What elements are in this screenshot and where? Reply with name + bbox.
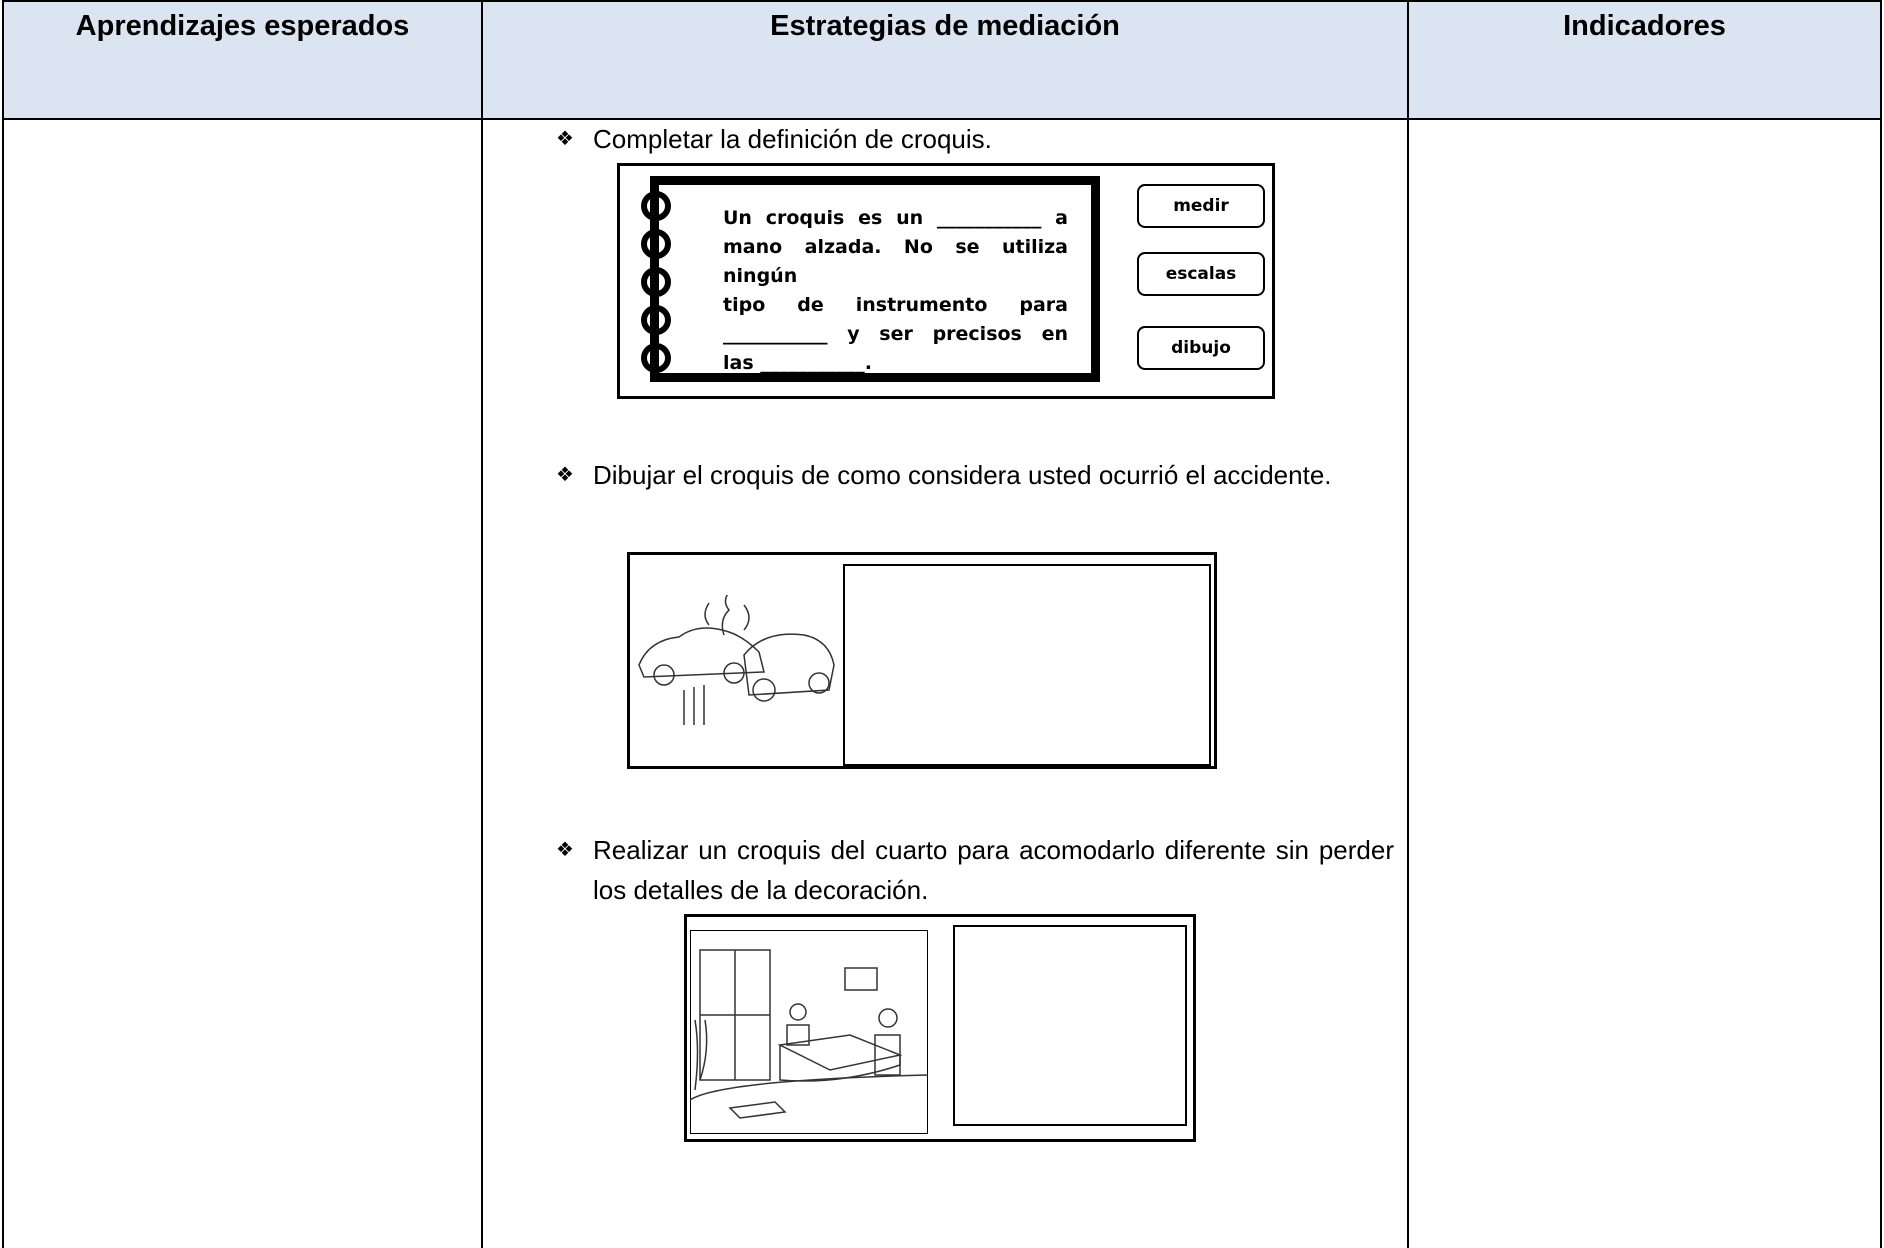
worksheet: Un croquis es un ___________ a mano alza… [617,163,1275,399]
option-box: medir [1137,184,1265,228]
bullet-item: ❖ Realizar un croquis del cuarto para aco… [556,830,1394,910]
line: ___________ y ser precisos en [723,323,1068,345]
drawing-box [843,564,1211,766]
line: mano alzada. No se utiliza ningún [723,236,1068,287]
border [1880,0,1882,1248]
bullet-item: ❖ Dibujar el croquis de como considera us… [556,455,1394,495]
header-cell: Aprendizajes esperados [75,10,410,42]
header-cell: Estrategias de mediación [770,10,1120,42]
image-frame [684,914,1196,1142]
border [2,118,4,1248]
spiral [641,191,671,373]
worksheet-text: Un croquis es un ___________ a mano alza… [723,204,1068,378]
bullet-item: ❖ Completar la definición de croquis. [556,119,1394,159]
bedroom-illustration [690,930,928,1134]
line: Un croquis es un ___________ a [723,207,1068,229]
option-box: dibujo [1137,326,1265,370]
image-frame [627,552,1217,769]
item-text: Realizar un croquis del cuarto para acom… [593,835,1394,905]
drawing-box [953,925,1187,1126]
border [1407,0,1409,1248]
line: tipo de instrumento para [723,294,1068,316]
header-row [2,0,1882,120]
line: las ___________. [723,352,872,374]
option-box: escalas [1137,252,1265,296]
accident-illustration [638,595,835,725]
notebook-frame [650,176,1100,382]
item-text: Completar la definición de croquis. [593,124,992,154]
item-text: Dibujar el croquis de como considera ust… [593,460,1332,490]
border [481,0,483,1248]
header-cell: Indicadores [1563,10,1726,42]
